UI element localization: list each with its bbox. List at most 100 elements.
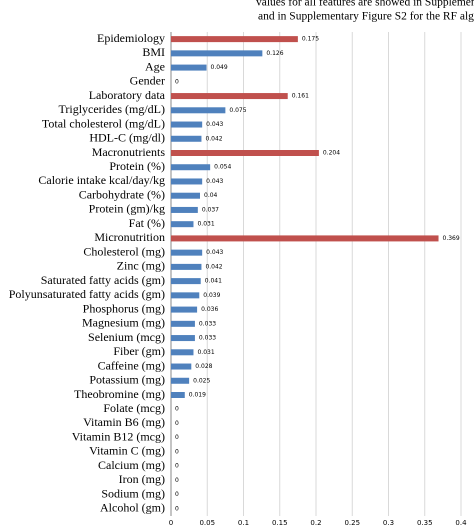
category-label: HDL-C (mg/dl) — [89, 131, 165, 145]
category-label: Age — [145, 59, 165, 73]
bar — [171, 50, 263, 57]
bar — [171, 135, 202, 142]
value-label: 0.031 — [197, 221, 214, 228]
value-label: 0.041 — [205, 278, 222, 285]
bar — [171, 306, 198, 313]
value-label: 0 — [175, 78, 179, 85]
bar — [171, 93, 288, 100]
category-label: Fat (%) — [129, 216, 165, 230]
category-label: Protein (%) — [109, 159, 165, 173]
category-label: Caffeine (mg) — [98, 358, 165, 372]
category-label: Zinc (mg) — [117, 259, 165, 273]
bar — [171, 249, 203, 256]
bar — [171, 292, 200, 299]
value-label: 0.204 — [323, 150, 340, 157]
value-label: 0.042 — [205, 263, 222, 270]
x-tick-label: 0.1 — [238, 519, 249, 527]
category-label: Folate (mcg) — [103, 401, 165, 415]
bar — [171, 121, 203, 128]
bar — [171, 392, 185, 398]
category-label: Saturated fatty acids (gm) — [41, 273, 165, 287]
value-label: 0.042 — [205, 135, 222, 142]
bar — [171, 377, 190, 384]
value-label: 0.043 — [206, 178, 223, 185]
category-label: Phosphorus (mg) — [83, 301, 165, 315]
category-label: Vitamin C (mg) — [89, 444, 165, 458]
value-label: 0.049 — [211, 64, 228, 71]
category-label: Selenium (mcg) — [88, 330, 165, 344]
bar — [171, 192, 200, 199]
value-label: 0.039 — [203, 292, 220, 299]
category-label: Sodium (mg) — [101, 486, 165, 500]
value-label: 0.161 — [292, 93, 309, 100]
value-label: 0.126 — [266, 50, 283, 57]
caption-line: and in Supplementary Figure S2 for the R… — [258, 11, 474, 23]
category-label: Alcohol (gm) — [100, 501, 165, 515]
bar — [171, 335, 195, 342]
bar — [171, 320, 195, 327]
value-label: 0.075 — [229, 107, 246, 114]
value-label: 0 — [175, 420, 179, 427]
value-label: 0.175 — [302, 36, 319, 43]
value-label: 0.028 — [195, 363, 212, 370]
value-label: 0 — [175, 505, 179, 512]
x-tick-label: 0.15 — [272, 519, 288, 527]
x-tick-label: 0 — [169, 519, 173, 527]
bar — [171, 363, 192, 370]
category-label: BMI — [142, 45, 165, 59]
x-tick-label: 0.2 — [310, 519, 321, 527]
value-label: 0.369 — [443, 235, 460, 242]
value-label: 0 — [175, 477, 179, 484]
value-label: 0.033 — [199, 335, 216, 342]
bar — [171, 150, 319, 156]
category-label: Protein (gm)/kg — [89, 202, 165, 216]
value-label: 0.04 — [204, 192, 218, 199]
x-tick-label: 0.4 — [455, 519, 467, 527]
x-tick-label: 0.3 — [383, 519, 394, 527]
bar — [171, 263, 202, 270]
value-label: 0.025 — [193, 377, 210, 384]
value-label: 0.033 — [199, 320, 216, 327]
value-label: 0 — [175, 448, 179, 455]
value-label: 0.036 — [201, 306, 218, 313]
value-label: 0 — [175, 434, 179, 441]
value-label: 0 — [175, 491, 179, 498]
category-label: Micronutrition — [94, 230, 165, 244]
category-label: Theobromine (mg) — [74, 387, 165, 401]
bar — [171, 221, 194, 228]
value-label: 0.054 — [214, 164, 231, 171]
value-label: 0 — [175, 406, 179, 413]
category-label: Fiber (gm) — [113, 344, 165, 358]
category-label: Vitamin B6 (mg) — [83, 415, 165, 429]
category-label: Potassium (mg) — [89, 373, 165, 387]
category-label: Carbohydrate (%) — [79, 187, 165, 201]
category-label: Magnesium (mg) — [82, 316, 165, 330]
category-label: Macronutrients — [92, 145, 166, 159]
x-tick-label: 0.05 — [199, 519, 215, 527]
value-label: 0.043 — [206, 249, 223, 256]
bar — [171, 164, 211, 171]
category-label: Laboratory data — [89, 88, 166, 102]
bar — [171, 64, 207, 71]
category-label: Polyunsaturated fatty acids (gm) — [9, 287, 165, 301]
x-tick-label: 0.35 — [417, 519, 433, 527]
bar — [171, 206, 198, 213]
bar — [171, 36, 298, 43]
value-label: 0.019 — [189, 392, 206, 399]
category-label: Gender — [130, 74, 165, 88]
value-label: 0.043 — [206, 121, 223, 128]
bar — [171, 178, 203, 185]
category-label: Calcium (mg) — [98, 458, 165, 472]
bar — [171, 349, 194, 356]
value-label: 0 — [175, 463, 179, 470]
value-label: 0.037 — [202, 206, 219, 213]
bar — [171, 278, 201, 285]
category-label: Triglycerides (mg/dL) — [58, 102, 165, 116]
category-label: Iron (mg) — [119, 472, 165, 486]
category-label: Vitamin B12 (mcg) — [72, 429, 165, 443]
value-label: 0.031 — [197, 349, 214, 356]
bar — [171, 107, 226, 114]
category-label: Cholesterol (mg) — [83, 244, 165, 258]
category-label: Calorie intake kcal/day/kg — [38, 173, 165, 187]
